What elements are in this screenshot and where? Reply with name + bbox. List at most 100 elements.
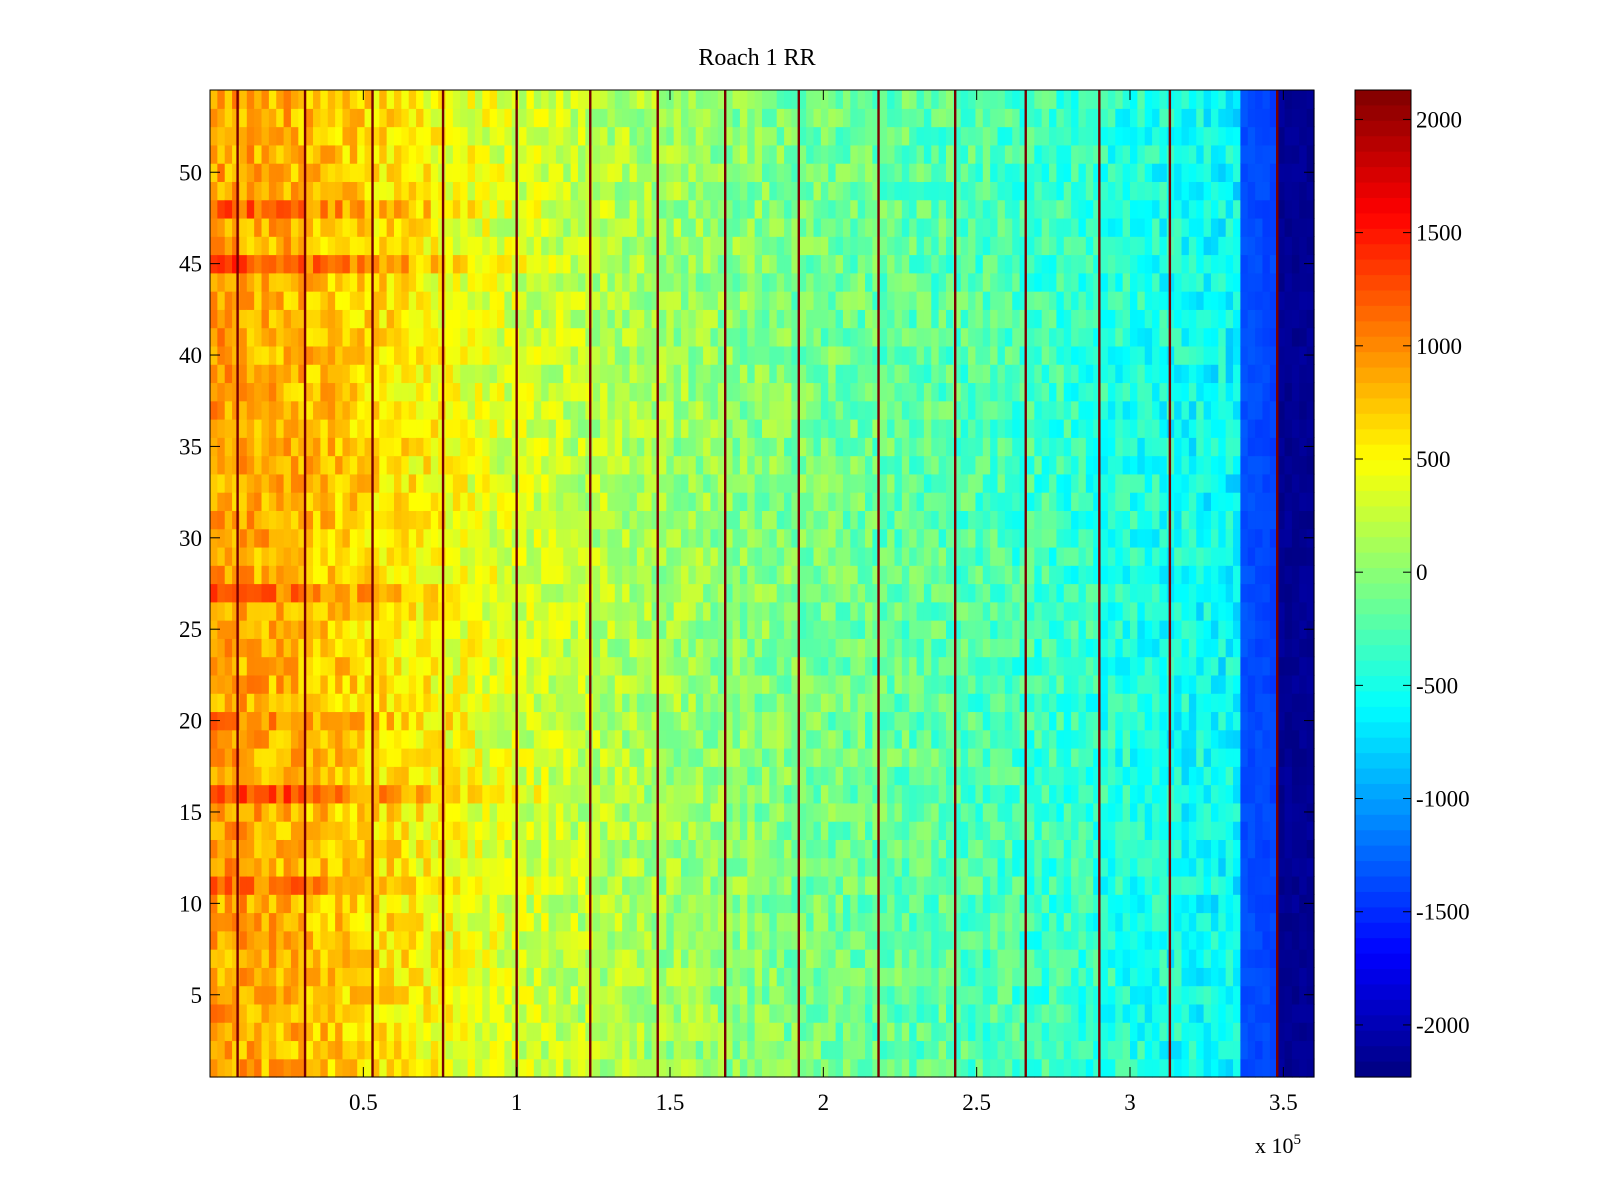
heatmap-cell [842, 419, 851, 438]
heatmap-cell [710, 583, 719, 603]
heatmap-cell [290, 382, 299, 402]
heatmap-cell [857, 1003, 866, 1023]
heatmap-cell [622, 382, 631, 402]
heatmap-cell [497, 620, 505, 639]
heatmap-cell [842, 985, 851, 1005]
heatmap-cell [658, 839, 667, 859]
heatmap-cell [651, 327, 660, 347]
heatmap-cell [533, 510, 542, 530]
heatmap-cell [526, 181, 535, 201]
heatmap-cell [386, 1022, 395, 1042]
heatmap-cell [798, 985, 807, 1005]
heatmap-cell [798, 254, 807, 274]
heatmap-cell [357, 419, 366, 438]
heatmap-cell [349, 419, 358, 438]
heatmap-cell [798, 912, 807, 932]
heatmap-cell [688, 839, 697, 859]
heatmap-cell [769, 546, 778, 566]
heatmap-cell [489, 985, 498, 1005]
heatmap-cell [806, 912, 815, 932]
heatmap-cell [813, 875, 822, 895]
heatmap-cell [710, 528, 719, 548]
heatmap-cell [879, 510, 888, 530]
heatmap-cell [592, 236, 601, 256]
heatmap-cell [666, 583, 675, 603]
heatmap-cell [408, 108, 417, 128]
heatmap-cell [681, 1022, 689, 1042]
heatmap-cell [210, 839, 218, 859]
heatmap-cell [474, 546, 483, 566]
heatmap-cell [555, 985, 564, 1005]
heatmap-cell [541, 656, 550, 676]
heatmap-cell [232, 327, 241, 347]
heatmap-cell [644, 473, 653, 493]
heatmap-cell [703, 327, 712, 347]
heatmap-cell [342, 90, 351, 109]
heatmap-cell [592, 930, 601, 950]
heatmap-cell [850, 528, 859, 548]
heatmap-cell [246, 784, 255, 804]
heatmap-cell [732, 345, 741, 365]
heatmap-cell [820, 766, 829, 786]
heatmap-cell [769, 419, 778, 438]
heatmap-cell [290, 1040, 299, 1060]
heatmap-cell [725, 711, 734, 731]
heatmap-cell [791, 1022, 800, 1042]
heatmap-cell [592, 199, 601, 219]
heatmap-cell [695, 510, 704, 530]
heatmap-cell [813, 108, 822, 128]
heatmap-cell [636, 583, 645, 603]
heatmap-cell [813, 437, 822, 457]
heatmap-cell [445, 930, 454, 950]
heatmap-cell [739, 802, 748, 822]
heatmap-cell [305, 546, 314, 566]
heatmap-cell [578, 126, 586, 146]
heatmap-cell [622, 620, 631, 639]
heatmap-cell [217, 1040, 226, 1060]
heatmap-cell [357, 528, 366, 548]
heatmap-cell [717, 327, 726, 347]
heatmap-cell [261, 528, 270, 548]
heatmap-cell [784, 236, 793, 256]
heatmap-cell [879, 565, 888, 585]
heatmap-cell [629, 674, 638, 694]
heatmap-cell [519, 985, 528, 1005]
heatmap-cell [762, 985, 770, 1005]
heatmap-cell [592, 254, 601, 274]
heatmap-cell [261, 875, 270, 895]
heatmap-cell [408, 711, 417, 731]
heatmap-cell [445, 419, 454, 438]
heatmap-cell [313, 144, 321, 164]
heatmap-cell [592, 620, 601, 639]
heatmap-cell [268, 382, 277, 402]
heatmap-cell [298, 711, 307, 731]
heatmap-cell [651, 711, 660, 731]
heatmap-cell [673, 309, 682, 329]
heatmap-cell [276, 345, 285, 365]
heatmap-cell [217, 199, 226, 219]
heatmap-cell [842, 217, 851, 237]
heatmap-cell [600, 1022, 609, 1042]
heatmap-cell [232, 656, 241, 676]
heatmap-cell [335, 163, 344, 182]
heatmap-cell [283, 254, 292, 274]
heatmap-cell [607, 163, 616, 182]
heatmap-cell [703, 656, 712, 676]
heatmap-cell [842, 473, 851, 493]
heatmap-cell [232, 492, 241, 511]
heatmap-cell [717, 144, 726, 164]
heatmap-cell [813, 839, 822, 859]
heatmap-cell [548, 473, 557, 493]
heatmap-cell [607, 601, 616, 621]
heatmap-cell [776, 729, 785, 749]
heatmap-cell [570, 217, 579, 237]
heatmap-cell [519, 638, 528, 658]
heatmap-cell [681, 1058, 689, 1078]
heatmap-cell [401, 839, 410, 859]
heatmap-cell [416, 272, 425, 292]
heatmap-cell [578, 748, 586, 767]
heatmap-cell [232, 912, 241, 932]
heatmap-cell [489, 601, 498, 621]
heatmap-cell [408, 90, 417, 109]
heatmap-cell [210, 693, 218, 713]
